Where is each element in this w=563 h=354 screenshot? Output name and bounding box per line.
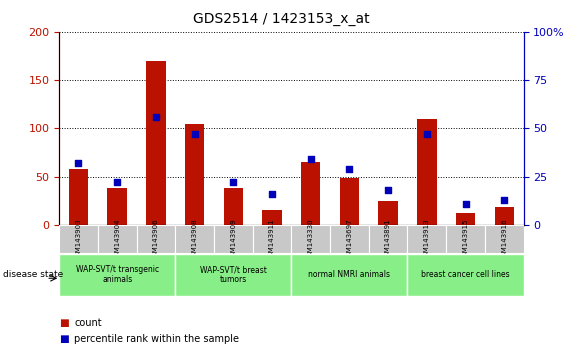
Bar [339,178,359,225]
Text: GDS2514 / 1423153_x_at: GDS2514 / 1423153_x_at [193,12,370,27]
Text: GSM143909: GSM143909 [230,218,236,261]
Bar [408,225,446,253]
Bar [59,225,98,253]
Bar [262,210,282,225]
Text: normal NMRI animals: normal NMRI animals [309,270,390,279]
Text: breast cancer cell lines: breast cancer cell lines [421,270,510,279]
Bar [185,124,204,225]
Point [345,166,354,172]
Bar [417,119,436,225]
Point [151,114,160,120]
Bar [146,61,166,225]
Bar [446,225,485,253]
Point [113,179,122,185]
Bar [224,188,243,225]
Bar [59,254,175,296]
Bar [175,225,214,253]
Text: GSM143904: GSM143904 [114,218,120,261]
Point [306,156,315,162]
Bar [214,225,253,253]
Text: percentile rank within the sample: percentile rank within the sample [74,334,239,344]
Bar [369,225,408,253]
Bar [108,188,127,225]
Text: GSM143916: GSM143916 [501,218,507,261]
Bar [378,201,398,225]
Text: GSM143903: GSM143903 [75,218,82,261]
Text: WAP-SVT/t breast
tumors: WAP-SVT/t breast tumors [200,265,267,284]
Bar [292,225,330,253]
Bar [301,162,320,225]
Bar [408,254,524,296]
Bar [494,207,514,225]
Bar [292,254,408,296]
Point [190,131,199,137]
Point [267,191,276,197]
Bar [456,213,475,225]
Bar [485,225,524,253]
Text: GSM143891: GSM143891 [385,218,391,261]
Text: GSM143913: GSM143913 [424,218,430,261]
Bar [330,225,369,253]
Point [229,179,238,185]
Text: GSM143911: GSM143911 [269,218,275,261]
Text: GSM143697: GSM143697 [346,218,352,261]
Text: count: count [74,318,102,328]
Text: GSM143330: GSM143330 [308,218,314,261]
Bar [253,225,292,253]
Bar [175,254,292,296]
Bar [98,225,136,253]
Text: WAP-SVT/t transgenic
animals: WAP-SVT/t transgenic animals [75,265,159,284]
Bar [136,225,175,253]
Point [500,197,509,202]
Text: disease state: disease state [3,270,63,279]
Text: GSM143908: GSM143908 [191,218,198,261]
Text: ■: ■ [59,334,69,344]
Text: ■: ■ [59,318,69,328]
Point [383,187,392,193]
Text: GSM143915: GSM143915 [463,218,468,261]
Bar [69,169,88,225]
Point [461,201,470,206]
Point [74,160,83,166]
Text: GSM143906: GSM143906 [153,218,159,261]
Point [422,131,431,137]
